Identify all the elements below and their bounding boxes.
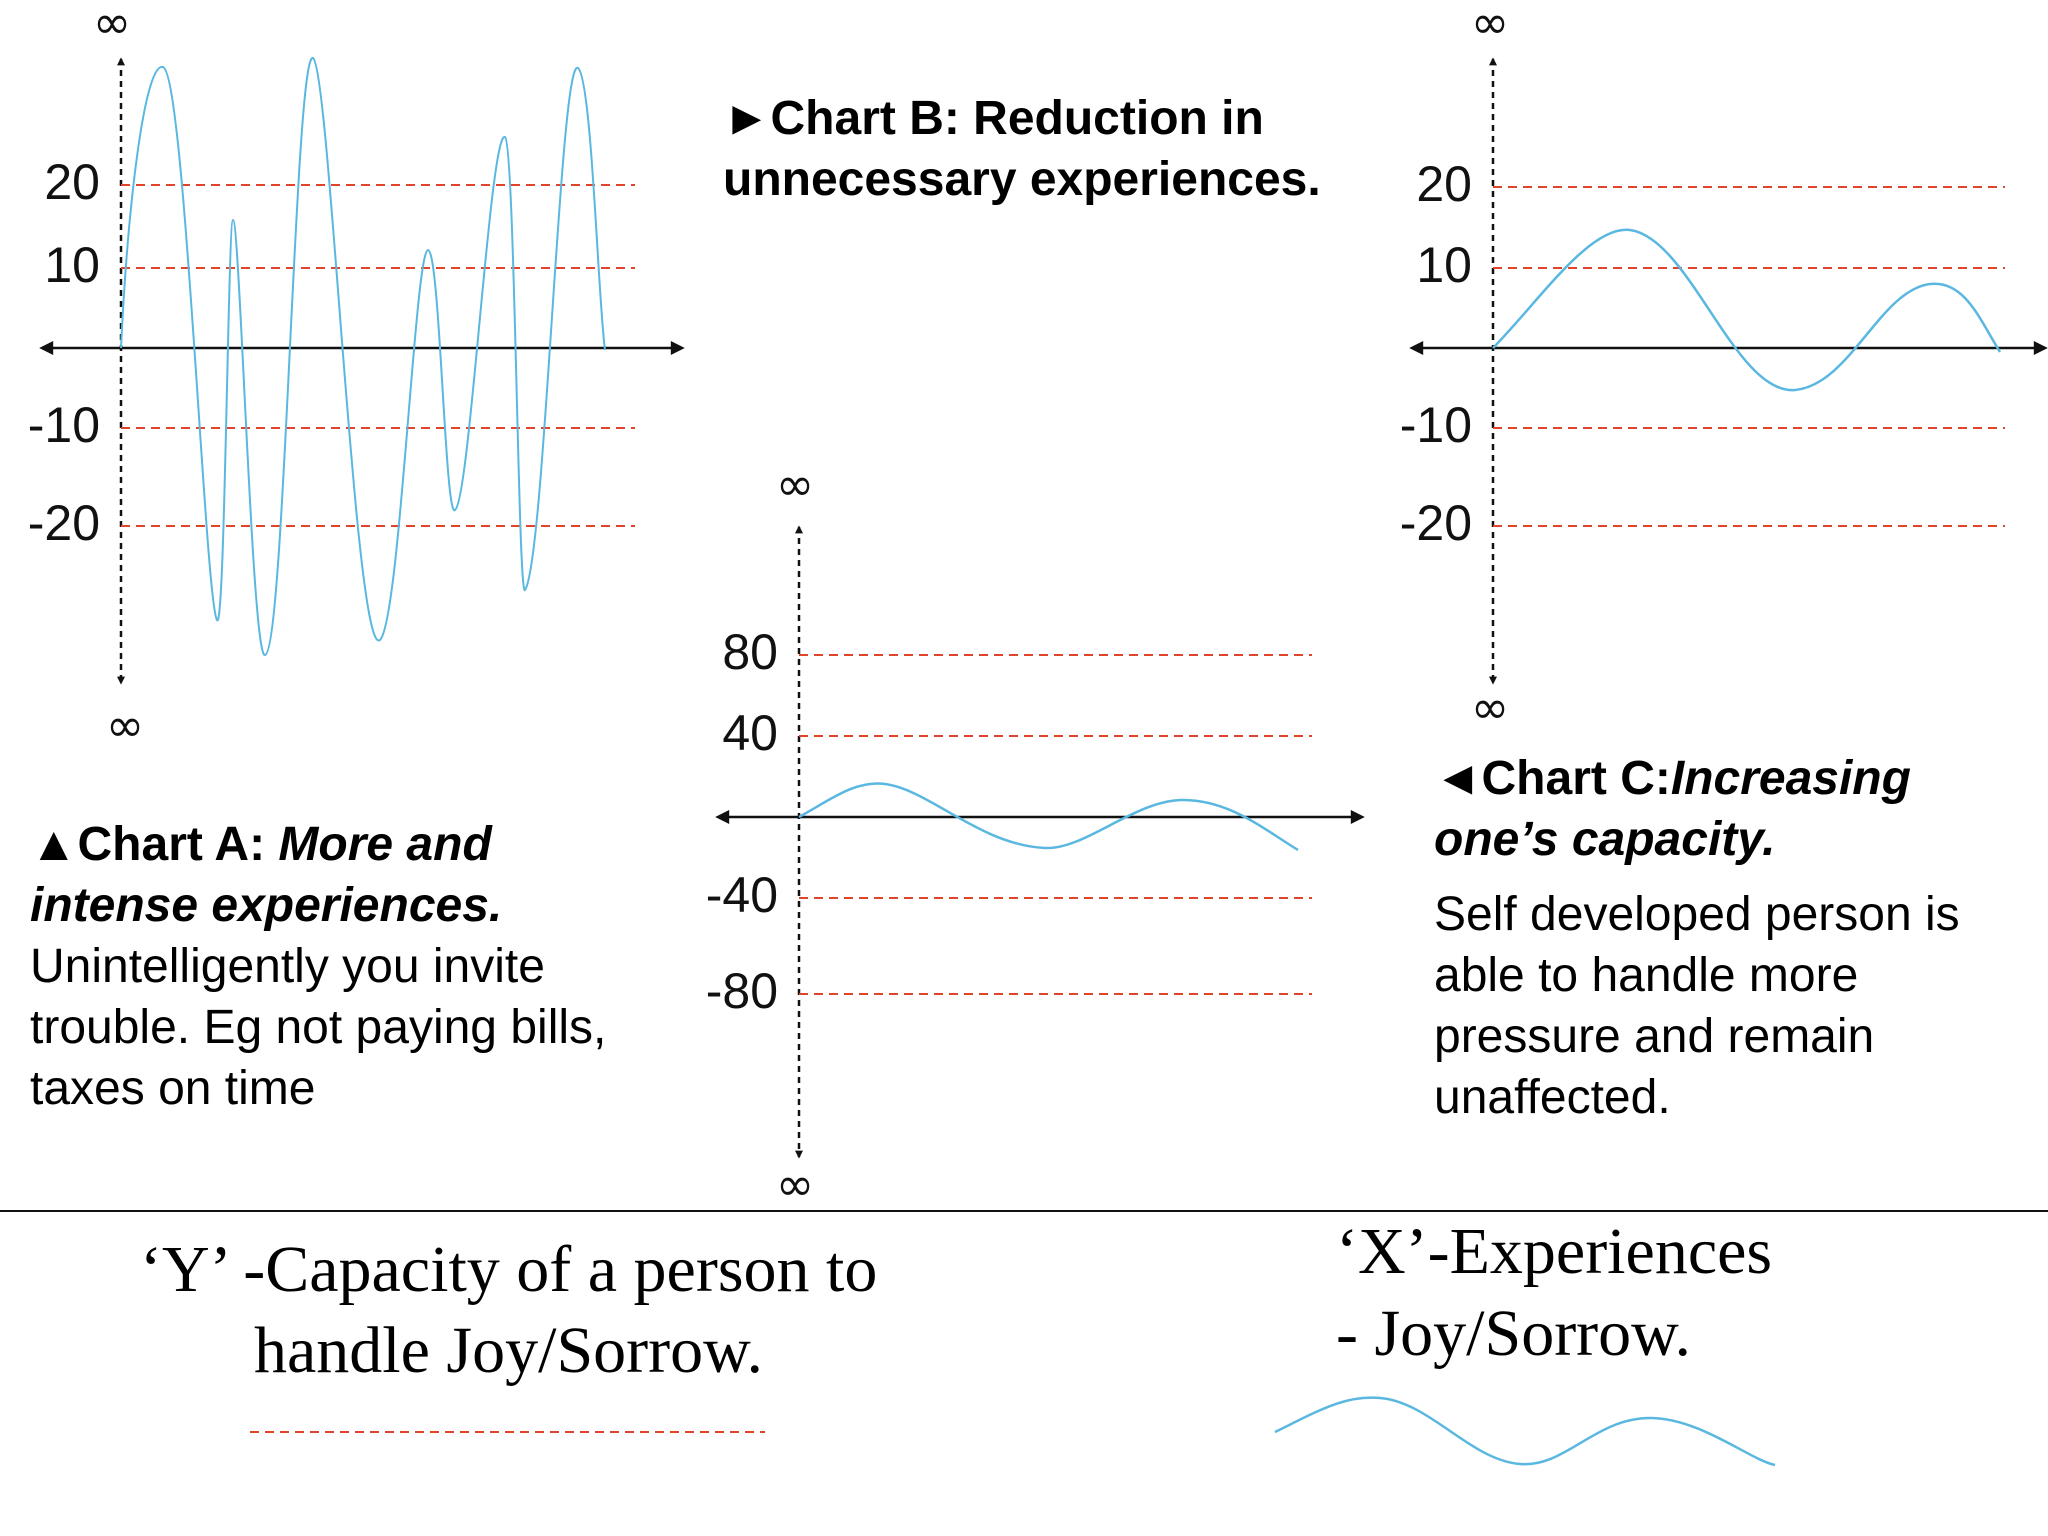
chart-a-marker: ▲ (30, 818, 78, 871)
chart-c-caption: ◄Chart C:Increasing one’s capacity. Self… (1434, 748, 2034, 1128)
chart-c-marker: ◄ (1434, 752, 1482, 805)
chart-b: 80 40 -40 -80 ∞ ∞ (706, 457, 1365, 1211)
chart-a-experience-curve (120, 56, 606, 657)
chart-a-tick-label-20: 20 (44, 154, 100, 210)
chart-c-experience-curve (1492, 228, 2002, 392)
chart-c-tick-label-20: 20 (1416, 156, 1472, 212)
chart-a-infinity-bottom: ∞ (106, 698, 144, 752)
chart-c-tick-label-neg20: -20 (1400, 495, 1472, 551)
chart-b-infinity-top: ∞ (776, 457, 814, 511)
chart-a-infinity-top: ∞ (93, 0, 131, 49)
chart-c: 20 10 -10 -20 ∞ ∞ (1400, 0, 2048, 734)
chart-b-marker: ► (723, 92, 771, 145)
chart-a-tick-label-neg10: -10 (28, 397, 100, 453)
chart-c-description: Self developed person is able to handle … (1434, 888, 1960, 1124)
legend-x-wave-sample (1274, 1396, 1776, 1467)
chart-a-description: Unintelligently you invite trouble. Eg n… (30, 940, 607, 1115)
chart-b-tick-label-40: 40 (722, 705, 778, 761)
chart-a-tick-label-10: 10 (44, 237, 100, 293)
chart-a-title-italic: More and intense experiences. (30, 818, 503, 932)
chart-a: 20 10 -10 -20 ∞ ∞ (28, 0, 685, 752)
chart-b-title-bold: Chart B: Reduction in unnecessary experi… (723, 92, 1321, 206)
legend-x-line2: - Joy/Sorrow. (1336, 1297, 1692, 1370)
chart-b-infinity-bottom: ∞ (776, 1157, 814, 1211)
chart-c-title-bold: Chart C: (1481, 752, 1671, 805)
chart-c-tick-label-10: 10 (1416, 237, 1472, 293)
chart-b-caption: ►Chart B: Reduction in unnecessary exper… (723, 88, 1373, 210)
legend-y-line2: handle Joy/Sorrow. (254, 1314, 763, 1387)
chart-b-tick-label-neg80: -80 (706, 963, 778, 1019)
chart-c-title-italic: Increasing one’s capacity. (1434, 752, 1911, 866)
legend-x-line1: ‘X’-Experiences (1336, 1215, 1773, 1288)
chart-b-tick-label-80: 80 (722, 624, 778, 680)
chart-a-caption: ▲Chart A: More and intense experiences. … (30, 814, 640, 1119)
chart-b-experience-curve (798, 782, 1299, 852)
chart-c-tick-label-neg10: -10 (1400, 397, 1472, 453)
chart-c-infinity-top: ∞ (1471, 0, 1509, 49)
chart-a-title-bold: Chart A: (77, 818, 266, 871)
chart-c-infinity-bottom: ∞ (1471, 680, 1509, 734)
legend-y-line1: ‘Y’ -Capacity of a person to (140, 1233, 878, 1306)
chart-b-tick-label-neg40: -40 (706, 867, 778, 923)
chart-a-tick-label-neg20: -20 (28, 495, 100, 551)
